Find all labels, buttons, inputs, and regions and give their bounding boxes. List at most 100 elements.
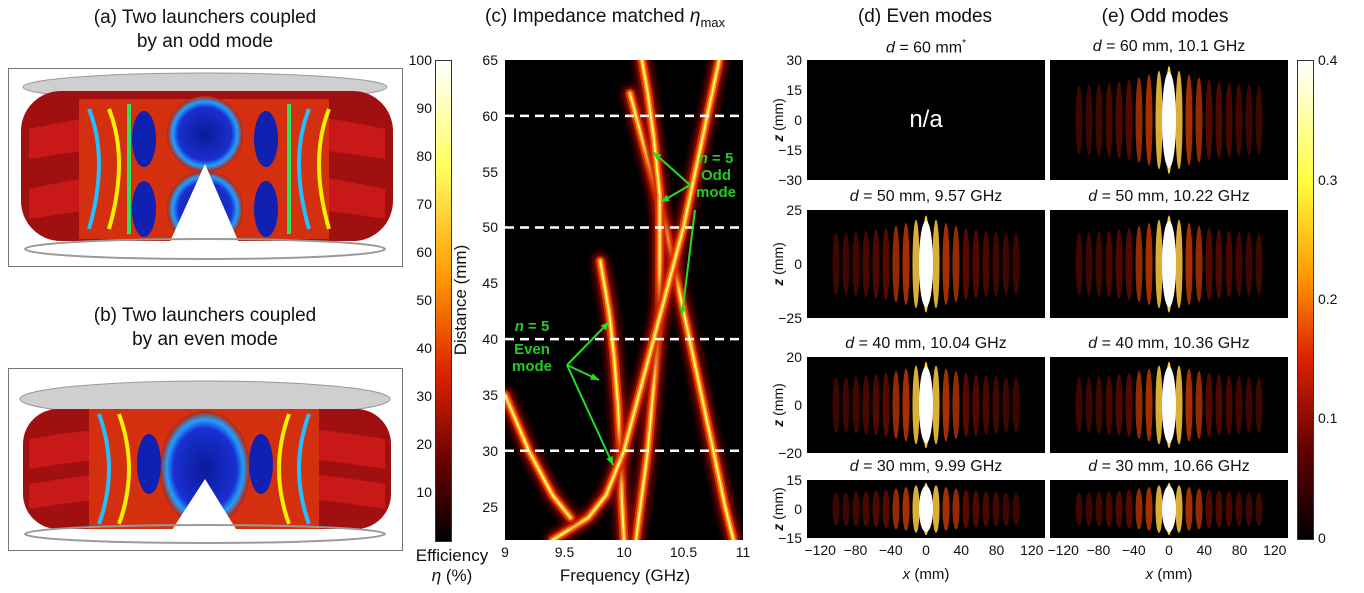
field-stripe <box>1185 74 1193 166</box>
field-colorbar-ticks: 0.4 0.3 0.2 0.1 0 <box>1318 52 1358 546</box>
field-stripe <box>1195 488 1203 530</box>
field-stripe <box>1012 492 1020 526</box>
field-stripe <box>842 376 850 434</box>
field-stripe <box>1185 487 1193 531</box>
heatmap-xticks: 9 9.5 10 10.5 11 <box>501 544 750 564</box>
field-stripe <box>1125 372 1133 438</box>
heatmap-ytick: 40 <box>482 331 498 348</box>
field-stripe <box>1235 491 1243 527</box>
z-tick: 15 <box>786 82 802 98</box>
field-stripe <box>1195 77 1203 163</box>
eff-tick: 40 <box>416 340 432 356</box>
panel-e-title: (e) Odd modes <box>1101 6 1229 27</box>
panel-c-title: (c) Impedance matched ηmax <box>455 6 755 30</box>
field-stripe <box>1145 223 1153 305</box>
field-stripe <box>1085 84 1093 156</box>
eff-tick: 30 <box>416 388 432 404</box>
field-stripe <box>1155 365 1163 445</box>
heatmap-xtick: 9 <box>501 544 509 560</box>
heatmap-xtick: 10 <box>616 544 632 560</box>
heatmap-ridge-4 <box>505 393 572 519</box>
x-axis-label: x (mm) <box>1145 566 1193 583</box>
efficiency-colorbar-ticks: 100 90 80 70 60 50 40 30 20 10 <box>400 52 432 540</box>
percent-unit: (%) <box>441 566 473 585</box>
field-stripe <box>1175 219 1183 309</box>
odd-field-map <box>1050 60 1288 180</box>
even-line3: mode <box>511 358 552 375</box>
field-tick: 0 <box>1318 530 1326 546</box>
heatmap-plot <box>505 60 743 540</box>
heatmap-ylabel: Distance (mm) <box>451 244 470 356</box>
field-stripe <box>1115 229 1123 299</box>
field-stripe <box>1215 490 1223 528</box>
field-stripe <box>1095 376 1103 434</box>
panel-c-title-sub: max <box>700 14 725 30</box>
even-n-label: n = 5 <box>514 318 550 335</box>
odd-n-label: n = 5 <box>698 150 734 167</box>
efficiency-label: Efficiency η (%) <box>410 546 494 586</box>
field-stripe <box>1115 374 1123 436</box>
field-colorbar <box>1297 60 1314 540</box>
field-stripe <box>1085 376 1093 434</box>
x-tick: 0 <box>1165 542 1173 558</box>
field-stripe <box>1225 82 1233 158</box>
x-tick: −40 <box>1121 542 1146 558</box>
x-tick: −40 <box>878 542 903 558</box>
heatmap-ytick: 45 <box>482 275 498 292</box>
heatmap-ytick: 50 <box>482 219 498 236</box>
field-stripe <box>952 488 960 530</box>
z-tick: 0 <box>794 397 802 413</box>
field-stripe <box>1215 374 1223 436</box>
odd-arrow-up <box>652 151 691 186</box>
panel-a-render <box>8 68 403 267</box>
field-stripe <box>1205 227 1213 301</box>
z-tick: 0 <box>794 501 802 517</box>
even-caption: d = 60 mm* <box>886 38 966 57</box>
field-stripe <box>1012 377 1020 433</box>
field-stripe <box>1255 492 1263 526</box>
field-stripe <box>1145 487 1153 531</box>
x-tick: 40 <box>1196 542 1213 558</box>
heatmap-xtick: 11 <box>735 544 751 560</box>
field-stripe <box>1125 227 1133 301</box>
efficiency-label-line2: η (%) <box>410 566 494 586</box>
even-caption: d = 40 mm, 10.04 GHz <box>845 335 1007 352</box>
x-tick: 40 <box>953 542 970 558</box>
field-stripe <box>1205 489 1213 529</box>
field-stripe <box>972 490 980 528</box>
heatmap-ytick: 60 <box>482 107 498 124</box>
eff-tick: 60 <box>416 244 432 260</box>
z-tick: 25 <box>786 202 802 218</box>
z-tick: 0 <box>794 256 802 272</box>
efficiency-label-line1: Efficiency <box>415 546 489 565</box>
field-stripe <box>1225 375 1233 435</box>
field-stripe <box>1235 83 1243 157</box>
panel-b-title: (b) Two launchers coupled by an even mod… <box>40 304 370 352</box>
even-field-map: n/a <box>807 60 1045 180</box>
odd-arrow-mid <box>660 184 691 203</box>
field-stripe <box>1115 490 1123 528</box>
field-stripe <box>1095 231 1103 297</box>
field-stripe <box>1225 491 1233 527</box>
even-mode-annotation: n = 5 Even mode <box>502 318 562 375</box>
panel-d-title: (d) Even modes <box>857 6 993 27</box>
even-caption: d = 50 mm, 9.57 GHz <box>849 188 1003 205</box>
field-core <box>1162 485 1176 533</box>
x-tick: 120 <box>1263 542 1287 558</box>
field-stripe <box>1205 79 1213 161</box>
odd-caption: d = 40 mm, 10.36 GHz <box>1088 335 1250 352</box>
field-stripe <box>952 225 960 303</box>
x-tick: 80 <box>988 542 1005 558</box>
heatmap-ytick: 30 <box>482 442 498 459</box>
field-tick: 0.3 <box>1318 172 1338 188</box>
field-stripe <box>952 370 960 440</box>
field-stripe <box>1255 377 1263 433</box>
odd-mode-annotation: n = 5 Odd mode <box>686 150 746 201</box>
odd-caption: d = 60 mm, 10.1 GHz <box>1092 38 1246 55</box>
field-stripe <box>842 491 850 527</box>
field-stripe <box>832 232 840 296</box>
field-stripe <box>1205 372 1213 438</box>
x-tick: 0 <box>922 542 930 558</box>
field-stripe <box>912 219 920 309</box>
field-stripe <box>1095 491 1103 527</box>
